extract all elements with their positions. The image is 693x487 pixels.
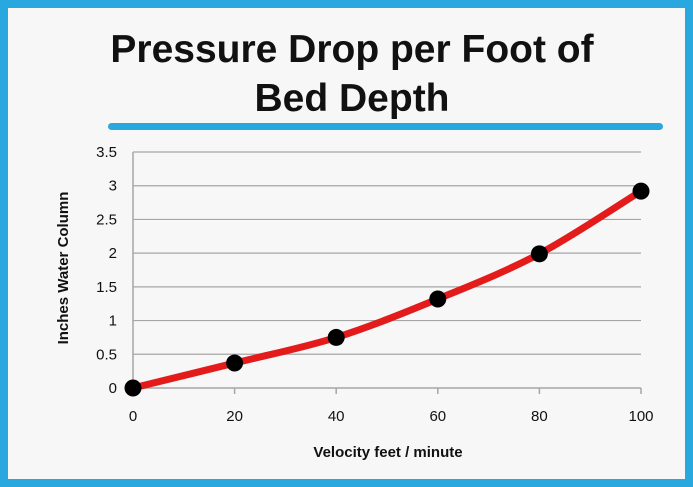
x-tick-labels: 0 20 40 60 80 100 — [129, 408, 654, 425]
series — [129, 187, 645, 392]
x-tick-label: 60 — [429, 408, 446, 425]
x-tick-label: 80 — [531, 408, 548, 425]
x-tick-label: 0 — [129, 408, 137, 425]
y-axis-label: Inches Water Column — [55, 192, 72, 345]
data-point — [124, 379, 142, 397]
data-point — [226, 354, 244, 372]
data-point — [429, 290, 447, 308]
y-tick-label: 3.5 — [96, 144, 117, 161]
x-tick-label: 40 — [328, 408, 345, 425]
x-tick-label: 20 — [226, 408, 243, 425]
axes — [132, 152, 642, 394]
data-point — [327, 328, 345, 346]
chart-title-line-2: Bed Depth — [255, 77, 450, 120]
title-underline — [108, 123, 663, 130]
y-tick-label: 0 — [109, 380, 117, 397]
y-tick-label: 2.5 — [96, 211, 117, 228]
x-tick-label: 100 — [628, 408, 653, 425]
y-tick-label: 2 — [109, 245, 117, 262]
x-axis-label: Velocity feet / minute — [313, 444, 462, 461]
grid-lines — [133, 151, 641, 355]
series-line — [129, 187, 645, 392]
data-point — [632, 182, 650, 200]
y-tick-label: 1.5 — [96, 279, 117, 296]
y-tick-label: 1 — [109, 313, 117, 330]
y-tick-labels: 0 0.5 1 1.5 2 2.5 3 3.5 — [96, 144, 117, 397]
markers — [124, 182, 650, 397]
y-tick-label: 3 — [109, 178, 117, 195]
chart-title-line-1: Pressure Drop per Foot of — [110, 28, 594, 71]
data-point — [530, 245, 548, 263]
y-tick-label: 0.5 — [96, 346, 117, 363]
